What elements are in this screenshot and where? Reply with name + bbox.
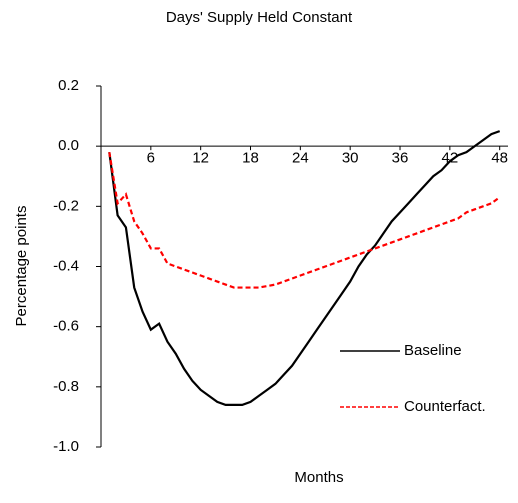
x-tick-label: 6 xyxy=(147,150,155,167)
legend-label: Baseline xyxy=(404,342,462,359)
x-tick-label: 18 xyxy=(242,150,259,167)
x-tick-label: 30 xyxy=(342,150,359,167)
x-tick-label: 42 xyxy=(442,150,459,167)
y-tick-label: -0.6 xyxy=(53,318,79,335)
data-line xyxy=(108,130,501,406)
data-line xyxy=(108,152,501,289)
x-tick-label: 24 xyxy=(292,150,309,167)
x-tick-label: 48 xyxy=(491,150,508,167)
y-tick-label: -0.8 xyxy=(53,378,79,395)
y-axis-label: Percentage points xyxy=(13,206,30,327)
y-tick-label: -1.0 xyxy=(53,438,79,455)
x-tick-label: 36 xyxy=(392,150,409,167)
y-tick-label: -0.2 xyxy=(53,197,79,214)
x-axis-label: Months xyxy=(294,469,343,486)
y-tick-label: -0.4 xyxy=(53,257,79,274)
chart-title: Days' Supply Held Constant xyxy=(166,9,353,26)
y-tick-label: 0.0 xyxy=(58,137,79,154)
legend-label: Counterfact. xyxy=(404,398,486,415)
y-tick-label: 0.2 xyxy=(58,77,79,94)
x-tick-label: 12 xyxy=(192,150,209,167)
